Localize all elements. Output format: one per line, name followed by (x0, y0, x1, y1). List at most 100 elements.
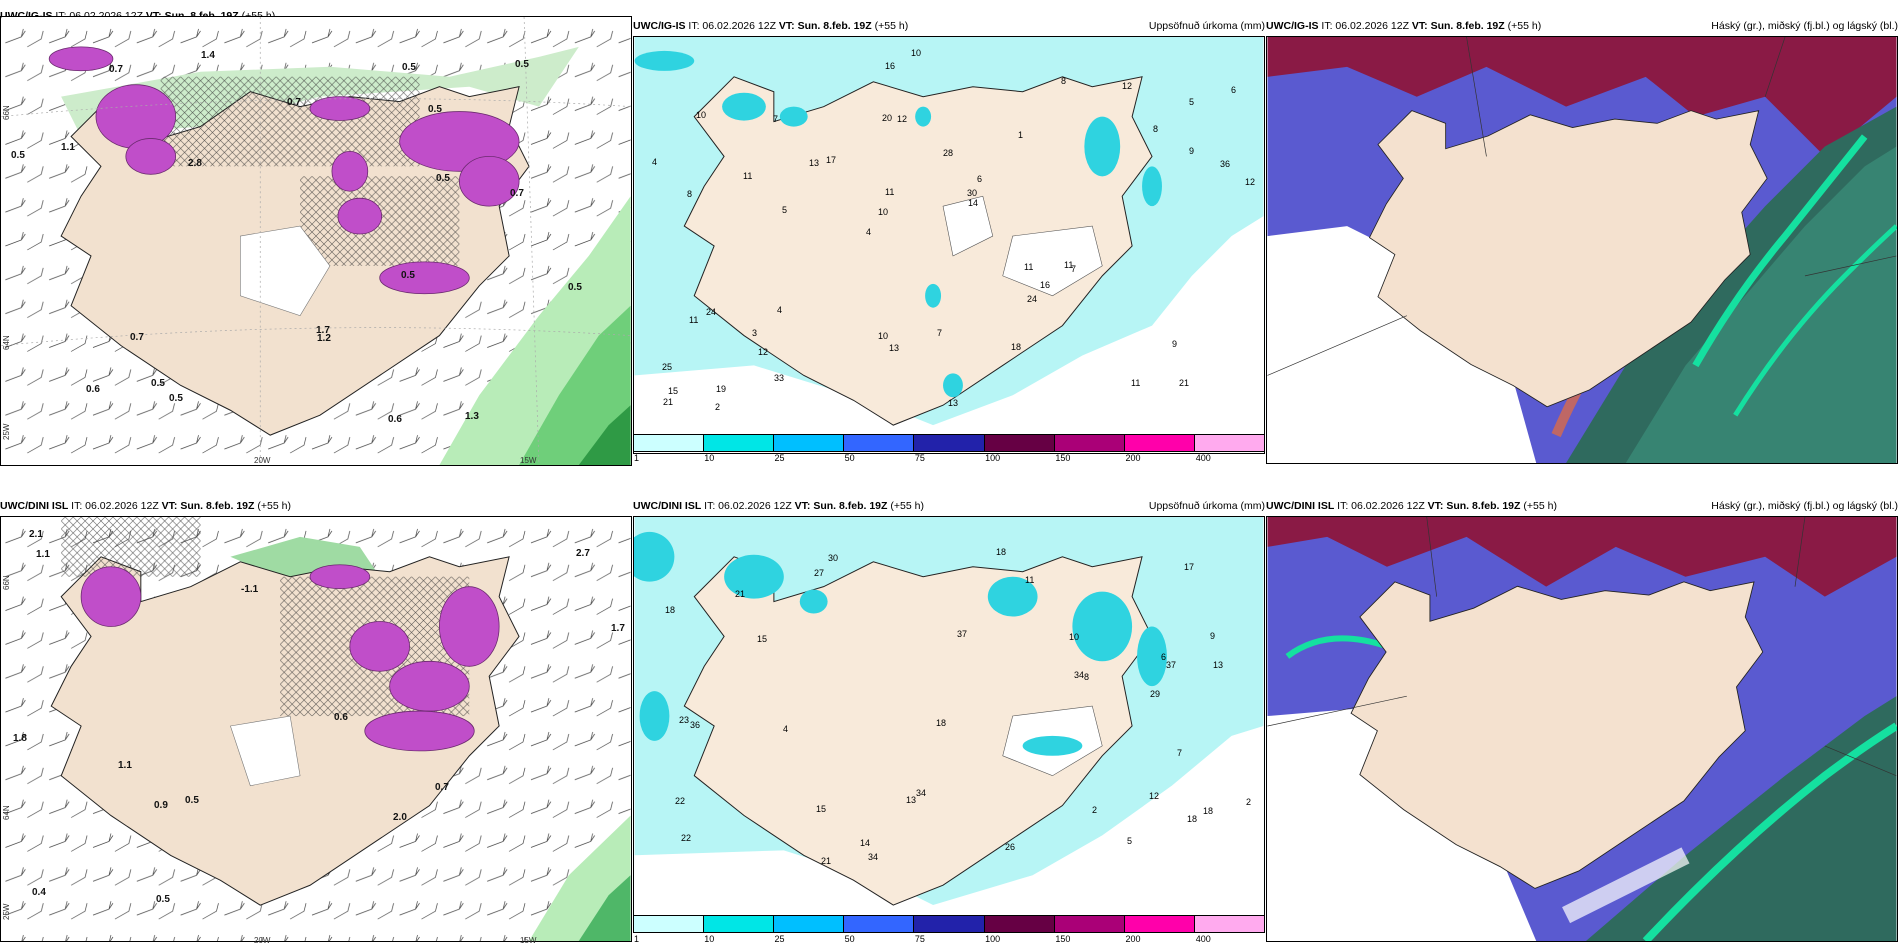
cloud-title: Háský (gr.), miðský (fj.bl.) og lágský (… (1711, 20, 1898, 32)
snow-value-label: 0.5 (11, 150, 25, 161)
snow-value-label: 1.2 (317, 333, 331, 344)
precip-value-label: 12 (897, 114, 908, 124)
map-frame[interactable]: 12 9 18 37 22 30 6 15 17 15 13 18 29 34 22 21 18 27 34 37 23… (633, 516, 1265, 916)
snow-value-label: 0.9 (154, 800, 168, 811)
precip-value-label: 8 (1084, 672, 1090, 682)
map-frame[interactable]: 1.1 2.1 1.8 2.7 1.7 2.0 -1.1 0.5 0.4 0.7 0.9 0.6 0.5… (0, 516, 632, 942)
precip-value-label: 21 (663, 397, 674, 407)
map-frame[interactable] (1266, 516, 1898, 942)
precip-value-label: 15 (668, 386, 679, 396)
map-frame[interactable] (1266, 36, 1898, 464)
snow-value-label: 0.5 (515, 59, 529, 70)
precip-value-label: 11 (1131, 378, 1141, 388)
colorbar (633, 434, 1265, 452)
precip-value-label: 5 (782, 205, 788, 215)
precip-value-label: 26 (1005, 842, 1016, 852)
snow-value-label: 1.7 (316, 325, 330, 336)
precip-value-label: 1 (1018, 130, 1024, 140)
snow-value-label: 2.0 (393, 812, 407, 823)
snow-value-label: 0.5 (568, 282, 582, 293)
precip-value-label: 15 (757, 634, 768, 644)
precip-value-label: 6 (977, 174, 983, 184)
snow-value-label: 1.7 (611, 623, 625, 634)
lat-label-64n: 64N (2, 335, 11, 350)
precip-value-label: 17 (1184, 562, 1195, 572)
panel-header: UWC/IG-IS IT: 06.02.2026 12Z VT: Sun. 8.… (633, 20, 909, 32)
precip-value-label: 10 (911, 48, 922, 58)
precip-value-label: 33 (774, 373, 785, 383)
panel-header: UWC/DINI ISL IT: 06.02.2026 12Z VT: Sun.… (0, 500, 291, 512)
colorbar-tick: 75 (914, 934, 925, 944)
snow-value-label: 2.1 (29, 529, 43, 540)
snow-value-label: 0.5 (402, 62, 416, 73)
panel-bottom-left: UWC/DINI ISL IT: 06.02.2026 12Z VT: Sun.… (0, 500, 632, 945)
precip-value-label: 13 (889, 343, 900, 353)
snow-wind-map (1, 517, 631, 941)
precip-value-label: 11 (743, 171, 753, 181)
precip-value-label: 7 (773, 114, 779, 124)
snow-value-label: 2.8 (188, 158, 202, 169)
snow-value-label: 0.7 (435, 782, 449, 793)
colorbar-swatch (1124, 916, 1195, 932)
panel-top-left: UWC/IG-IS IT: 06.02.2026 12Z VT: Sun. 8.… (0, 10, 632, 466)
precip-value-label: 5 (1127, 836, 1133, 846)
precip-title: Uppsöfnuð úrkoma (mm) (1148, 20, 1265, 32)
precip-value-label: 10 (1069, 632, 1080, 642)
panel-top-middle: UWC/IG-IS IT: 06.02.2026 12Z VT: Sun. 8.… (633, 20, 1265, 465)
precip-value-label: 21 (821, 856, 832, 866)
colorbar-tick: 1 (634, 934, 640, 944)
precip-value-label: 13 (948, 398, 959, 408)
precip-value-label: 25 (662, 362, 673, 372)
colorbar-tick: 100 (985, 934, 1001, 944)
snow-value-label: 0.5 (169, 393, 183, 404)
panel-header: UWC/IG-IS IT: 06.02.2026 12Z VT: Sun. 8.… (1266, 20, 1542, 32)
lat-label-66n: 66N (2, 575, 11, 590)
precip-value-label: 2 (715, 402, 721, 412)
precip-value-label: 11 (689, 315, 699, 325)
snow-value-label: 0.5 (156, 894, 170, 905)
precip-value-label: 30 (828, 553, 839, 563)
colorbar-tick: 10 (704, 453, 715, 463)
colorbar-swatch (914, 916, 985, 932)
snow-value-label: 0.6 (388, 414, 402, 425)
precip-value-label: 12 (758, 347, 769, 357)
precip-value-label: 16 (1040, 280, 1051, 290)
snow-value-label: 1.1 (118, 760, 132, 771)
map-frame[interactable]: 21 8 5 4 1 19 20 28 24 17 25 12 12 6 7 10 16 12 11 9 10 10 11 7… (633, 36, 1265, 454)
colorbar-swatch (1054, 916, 1125, 932)
precip-value-label: 21 (735, 589, 746, 599)
precip-value-label: 18 (1187, 814, 1198, 824)
colorbar-ticks: 1 10 25 50 75 100 150 200 400 (633, 453, 1265, 463)
precip-value-label: 16 (885, 61, 896, 71)
snow-value-label: 0.7 (287, 97, 301, 108)
precip-value-label: 10 (878, 207, 889, 217)
snow-value-label: 1.3 (465, 411, 479, 422)
colorbar-tick: 400 (1195, 934, 1211, 944)
precip-value-label: 13 (1213, 660, 1224, 670)
colorbar-ticks: 1 10 25 50 75 100 150 200 400 (633, 934, 1265, 944)
precip-value-label: 5 (1189, 97, 1195, 107)
precip-map (634, 37, 1264, 453)
precip-value-label: 37 (957, 629, 968, 639)
map-frame[interactable]: 0.5 1.3 1.2 0.6 1.7 2.8 1.4 0.5 0.6 0.7 0.5 0.5 0.5 0… (0, 16, 632, 466)
precip-value-label: 18 (936, 718, 947, 728)
precip-value-label: 11 (1024, 262, 1034, 272)
iceland-outline (683, 556, 1153, 906)
colorbar-tick: 1 (634, 453, 640, 463)
precip-value-label: 12 (1122, 81, 1133, 91)
snow-value-label: 1.1 (61, 142, 75, 153)
lat-label-64n: 64N (2, 805, 11, 820)
precip-value-label: 4 (866, 227, 872, 237)
panel-bottom-right: UWC/DINI ISL IT: 06.02.2026 12Z VT: Sun.… (1266, 500, 1898, 945)
precip-value-label: 18 (665, 605, 676, 615)
iceland-outline (1350, 581, 1764, 889)
lat-label-66n: 66N (2, 105, 11, 120)
snow-value-label: 0.7 (109, 64, 123, 75)
precip-value-label: 34 (916, 788, 927, 798)
precip-value-label: 18 (1011, 342, 1022, 352)
colorbar-tick: 200 (1125, 453, 1141, 463)
precip-value-label: 19 (716, 384, 727, 394)
lon-label-20w: 20W (254, 456, 271, 465)
colorbar-swatch (774, 916, 845, 932)
colorbar-swatch (844, 435, 915, 451)
